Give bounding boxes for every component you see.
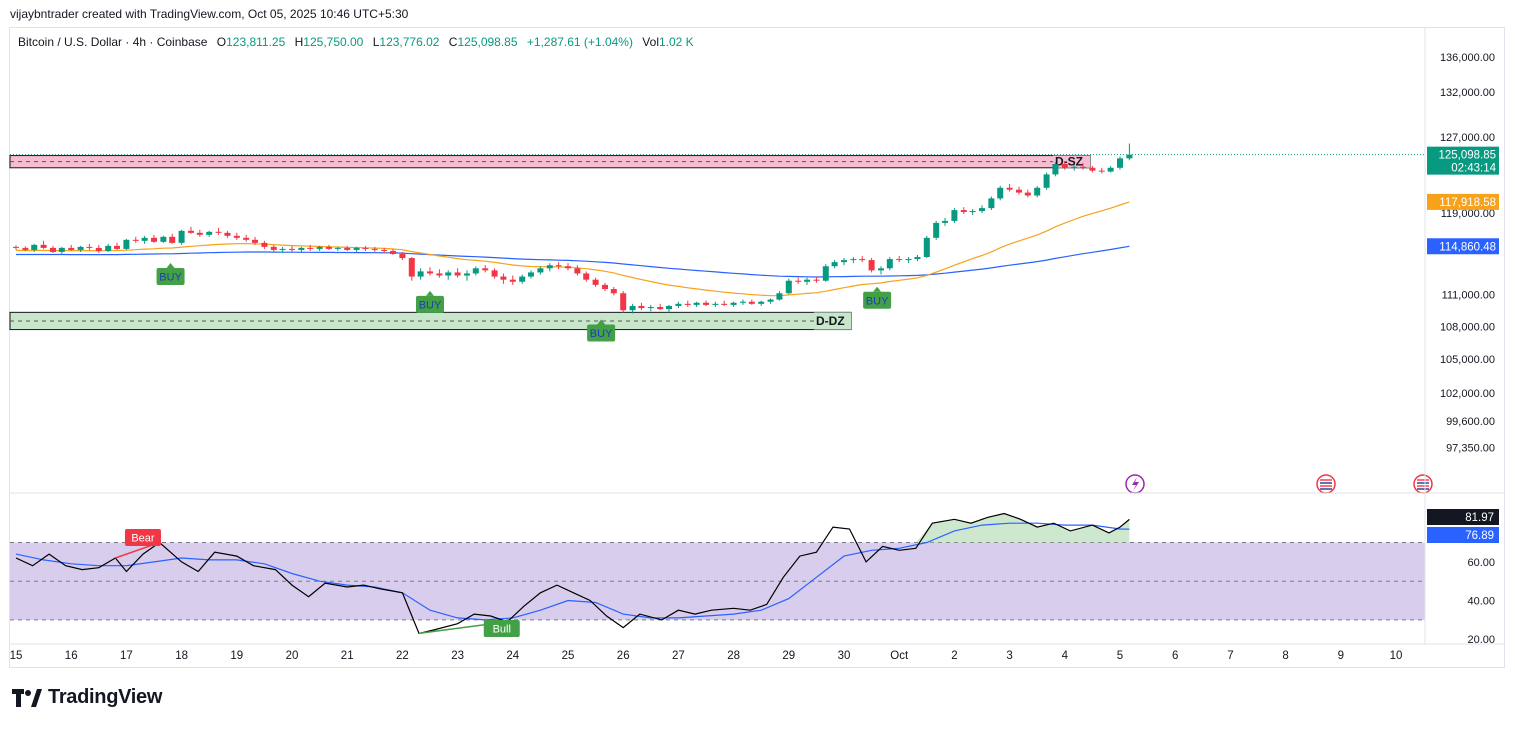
chart-legend: Bitcoin / U.S. Dollar · 4h · Coinbase O1…: [18, 35, 700, 49]
legend-change: +1,287.61 (+1.04%): [526, 35, 633, 49]
tradingview-logo-icon: [12, 688, 42, 707]
legend-high-label: H: [294, 35, 304, 49]
chart-frame: [9, 27, 1505, 668]
legend-close-label: C: [448, 35, 458, 49]
tradingview-logo[interactable]: TradingView: [12, 686, 162, 709]
legend-open: 123,811.25: [226, 35, 286, 49]
tradingview-logo-text: TradingView: [48, 686, 163, 708]
legend-close: 125,098.85: [457, 35, 518, 49]
legend-low: 123,776.02: [379, 35, 440, 49]
legend-symbol[interactable]: Bitcoin / U.S. Dollar · 4h · Coinbase: [18, 35, 208, 49]
legend-open-label: O: [216, 35, 227, 49]
legend-high: 125,750.00: [303, 35, 364, 49]
legend-low-label: L: [372, 35, 380, 49]
chart-credit: vijaybntrader created with TradingView.c…: [10, 7, 409, 21]
legend-vol-label: Vol: [642, 35, 659, 49]
legend-vol: 1.02 K: [658, 35, 694, 49]
